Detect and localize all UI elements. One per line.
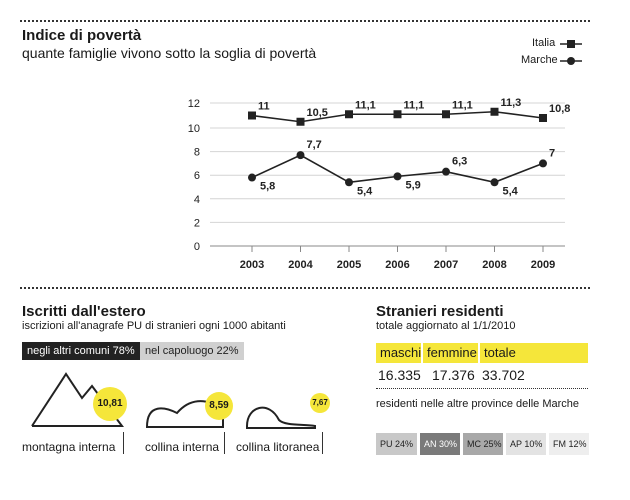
middle-divider — [20, 287, 590, 289]
data-label-italia: 11,3 — [501, 97, 522, 109]
point-italia — [442, 110, 450, 119]
x-tick-label: 2005 — [337, 259, 361, 270]
iscritti-title: Iscritti dall'estero — [22, 303, 146, 320]
point-marche — [490, 178, 499, 187]
value-totale: 33.702 — [482, 367, 525, 383]
point-italia — [393, 110, 402, 119]
y-tick-label: 12 — [188, 98, 200, 110]
zone-label-montagna: montagna interna — [22, 440, 116, 454]
x-tick-label: 2008 — [482, 259, 506, 270]
header-femmine: femmine — [423, 343, 481, 362]
province-bar-ap: AP 10% — [506, 433, 546, 455]
point-italia — [539, 114, 547, 122]
tag-capoluogo: nel capoluogo 22% — [140, 342, 244, 360]
header-separator-2 — [478, 343, 480, 363]
value-femmine: 17.376 — [432, 367, 475, 383]
badge-collina-litoranea-value: 7,67 — [312, 398, 328, 407]
y-tick-label: 4 — [194, 194, 200, 206]
point-marche — [248, 173, 256, 182]
province-bar-an: AN 30% — [420, 433, 460, 455]
y-tick-label: 10 — [188, 123, 200, 135]
zone-sep-1 — [123, 432, 124, 454]
x-tick-label: 2006 — [385, 259, 409, 270]
top-divider — [20, 20, 590, 22]
zone-label-collina-interna: collina interna — [145, 440, 220, 454]
coastal-hill-icon — [246, 406, 316, 429]
poverty-line-chart: 0 2 4 6 8 10 12 2003 2004 2005 2006 2007 2008 2009 11 1… — [188, 97, 571, 270]
mountain-icon — [31, 372, 124, 427]
y-tick-label: 6 — [194, 170, 200, 182]
zone-sep-2 — [224, 432, 225, 454]
header-separator-1 — [421, 343, 423, 363]
tag-altri-comuni: negli altri comuni 78% — [22, 342, 140, 360]
province-bar-pu: PU 24% — [376, 433, 417, 455]
header-totale: totale — [480, 343, 520, 362]
point-italia — [490, 107, 499, 116]
point-italia — [345, 110, 353, 119]
point-marche — [296, 151, 305, 160]
legend-italia-label: Italia — [532, 37, 556, 49]
x-tick-label: 2003 — [240, 259, 264, 270]
point-marche — [393, 172, 402, 181]
data-label-marche: 5,8 — [260, 181, 275, 193]
legend-marche-marker — [560, 57, 582, 65]
data-label-italia: 11 — [258, 101, 270, 113]
x-tick-label: 2009 — [531, 259, 555, 270]
stranieri-title: Stranieri residenti — [376, 303, 504, 320]
data-label-marche: 5,9 — [406, 179, 421, 191]
province-bar-mc: MC 25% — [463, 433, 503, 455]
province-title: residenti nelle altre province delle Mar… — [376, 398, 579, 410]
data-label-italia: 11,1 — [404, 99, 425, 111]
x-tick-label: 2007 — [434, 259, 458, 270]
data-label-italia: 10,8 — [549, 103, 570, 115]
data-label-marche: 6,3 — [452, 156, 467, 168]
y-tick-label: 2 — [194, 217, 200, 229]
data-label-italia: 11,1 — [355, 99, 376, 111]
poverty-title: Indice di povertà — [22, 27, 142, 44]
point-marche — [345, 178, 353, 187]
badge-collina-interna: 8,59 — [205, 392, 233, 420]
iscritti-subtitle: iscrizioni all'anagrafe PU di stranieri … — [22, 320, 286, 332]
header-maschi: maschi — [376, 343, 426, 362]
zone-label-collina-litoranea: collina litoranea — [236, 440, 320, 454]
data-label-marche: 7 — [549, 147, 555, 159]
badge-montagna-value: 10,81 — [97, 398, 123, 409]
data-label-italia: 11,1 — [452, 99, 473, 111]
legend-marche-label: Marche — [521, 54, 558, 66]
zone-sep-3 — [322, 432, 323, 454]
point-italia — [248, 111, 256, 120]
legend-italia-marker — [560, 40, 582, 48]
y-tick-label: 0 — [194, 241, 200, 253]
stranieri-rule — [376, 388, 588, 389]
badge-collina-litoranea: 7,67 — [310, 393, 330, 413]
data-label-marche: 7,7 — [307, 139, 322, 151]
point-italia — [296, 117, 305, 126]
data-label-italia: 10,5 — [307, 107, 328, 119]
data-label-marche: 5,4 — [357, 185, 373, 197]
poverty-subtitle: quante famiglie vivono sotto la soglia d… — [22, 45, 317, 61]
point-marche — [539, 159, 547, 168]
badge-montagna: 10,81 — [93, 387, 127, 421]
province-bar-fm: FM 12% — [549, 433, 589, 455]
point-marche — [442, 167, 450, 176]
stranieri-subtitle: totale aggiornato al 1/1/2010 — [376, 320, 516, 332]
x-tick-label: 2004 — [288, 259, 313, 270]
data-label-marche: 5,4 — [503, 185, 519, 197]
value-maschi: 16.335 — [378, 367, 421, 383]
y-tick-label: 8 — [194, 147, 200, 159]
badge-collina-interna-value: 8,59 — [209, 400, 229, 411]
